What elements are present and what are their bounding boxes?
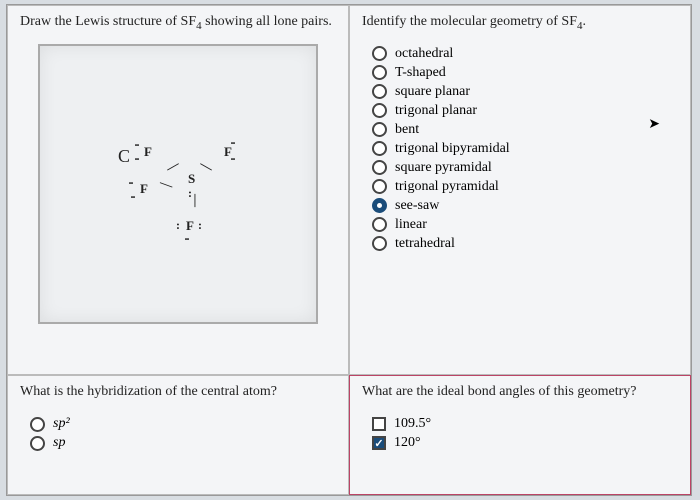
geometry-option[interactable]: trigonal planar [372,103,678,119]
checkbox-icon[interactable]: ✓ [372,436,386,450]
option-label: T-shaped [395,65,446,81]
option-label: square pyramidal [395,160,492,176]
geometry-option[interactable]: trigonal bipyramidal [372,141,678,157]
geometry-option[interactable]: tetrahedral [372,236,678,252]
option-label: square planar [395,84,470,100]
option-label: sp² [53,416,70,432]
geometry-options: octahedral T-shaped square planar trigonal … [362,46,678,252]
radio-icon[interactable] [372,217,387,232]
geometry-prompt: Identify the molecular geometry of SF4. [362,14,678,32]
option-label: trigonal bipyramidal [395,141,510,157]
radio-icon[interactable] [372,198,387,213]
radio-icon[interactable] [30,417,45,432]
option-label: 109.5° [394,416,431,432]
geometry-option[interactable]: linear [372,217,678,233]
radio-icon[interactable] [372,236,387,251]
radio-icon[interactable] [372,103,387,118]
cursor-icon: ➤ [648,116,660,133]
hybridization-panel: What is the hybridization of the central… [7,375,349,495]
option-label: trigonal pyramidal [395,179,499,195]
option-label: bent [395,122,419,138]
atom-s: S [188,171,195,187]
bond: — [197,156,216,176]
atom-f: F [144,144,152,160]
curve-artifact: C [118,146,130,167]
bond: — [163,156,182,176]
radio-icon[interactable] [372,84,387,99]
geometry-option[interactable]: see-saw [372,198,678,214]
geometry-option[interactable]: square planar [372,84,678,100]
geometry-option[interactable]: octahedral [372,46,678,62]
lewis-canvas[interactable]: S : — — — — F ·· ·· F ·· ·· F ·· ·· F : [38,44,318,324]
radio-icon[interactable] [372,141,387,156]
option-label: octahedral [395,46,453,62]
option-label: see-saw [395,198,439,214]
geometry-option[interactable]: bent [372,122,678,138]
atom-f: F [140,181,148,197]
geometry-option[interactable]: square pyramidal [372,160,678,176]
checkbox-icon[interactable] [372,417,386,431]
angle-option[interactable]: ✓ 120° [372,435,678,451]
hybrid-options: sp² sp [20,416,336,451]
radio-icon[interactable] [372,46,387,61]
angle-option[interactable]: 109.5° [372,416,678,432]
option-label: linear [395,217,427,233]
radio-icon[interactable] [372,160,387,175]
bond: — [158,174,176,193]
angle-options: 109.5° ✓ 120° [362,416,678,451]
angles-prompt: What are the ideal bond angles of this g… [362,384,678,400]
radio-icon[interactable] [372,122,387,137]
bond-angles-panel: What are the ideal bond angles of this g… [349,375,691,495]
lewis-prompt: Draw the Lewis structure of SF4 showing … [20,14,336,32]
option-label: sp [53,435,65,451]
hybrid-prompt: What is the hybridization of the central… [20,384,336,400]
radio-icon[interactable] [30,436,45,451]
bond: — [188,194,204,207]
hybrid-option[interactable]: sp [30,435,336,451]
hybrid-option[interactable]: sp² [30,416,336,432]
lewis-panel: Draw the Lewis structure of SF4 showing … [7,5,349,375]
radio-icon[interactable] [372,65,387,80]
option-label: trigonal planar [395,103,477,119]
geometry-option[interactable]: trigonal pyramidal [372,179,678,195]
option-label: tetrahedral [395,236,455,252]
geometry-panel: Identify the molecular geometry of SF4. … [349,5,691,375]
radio-icon[interactable] [372,179,387,194]
geometry-option[interactable]: T-shaped [372,65,678,81]
option-label: 120° [394,435,421,451]
